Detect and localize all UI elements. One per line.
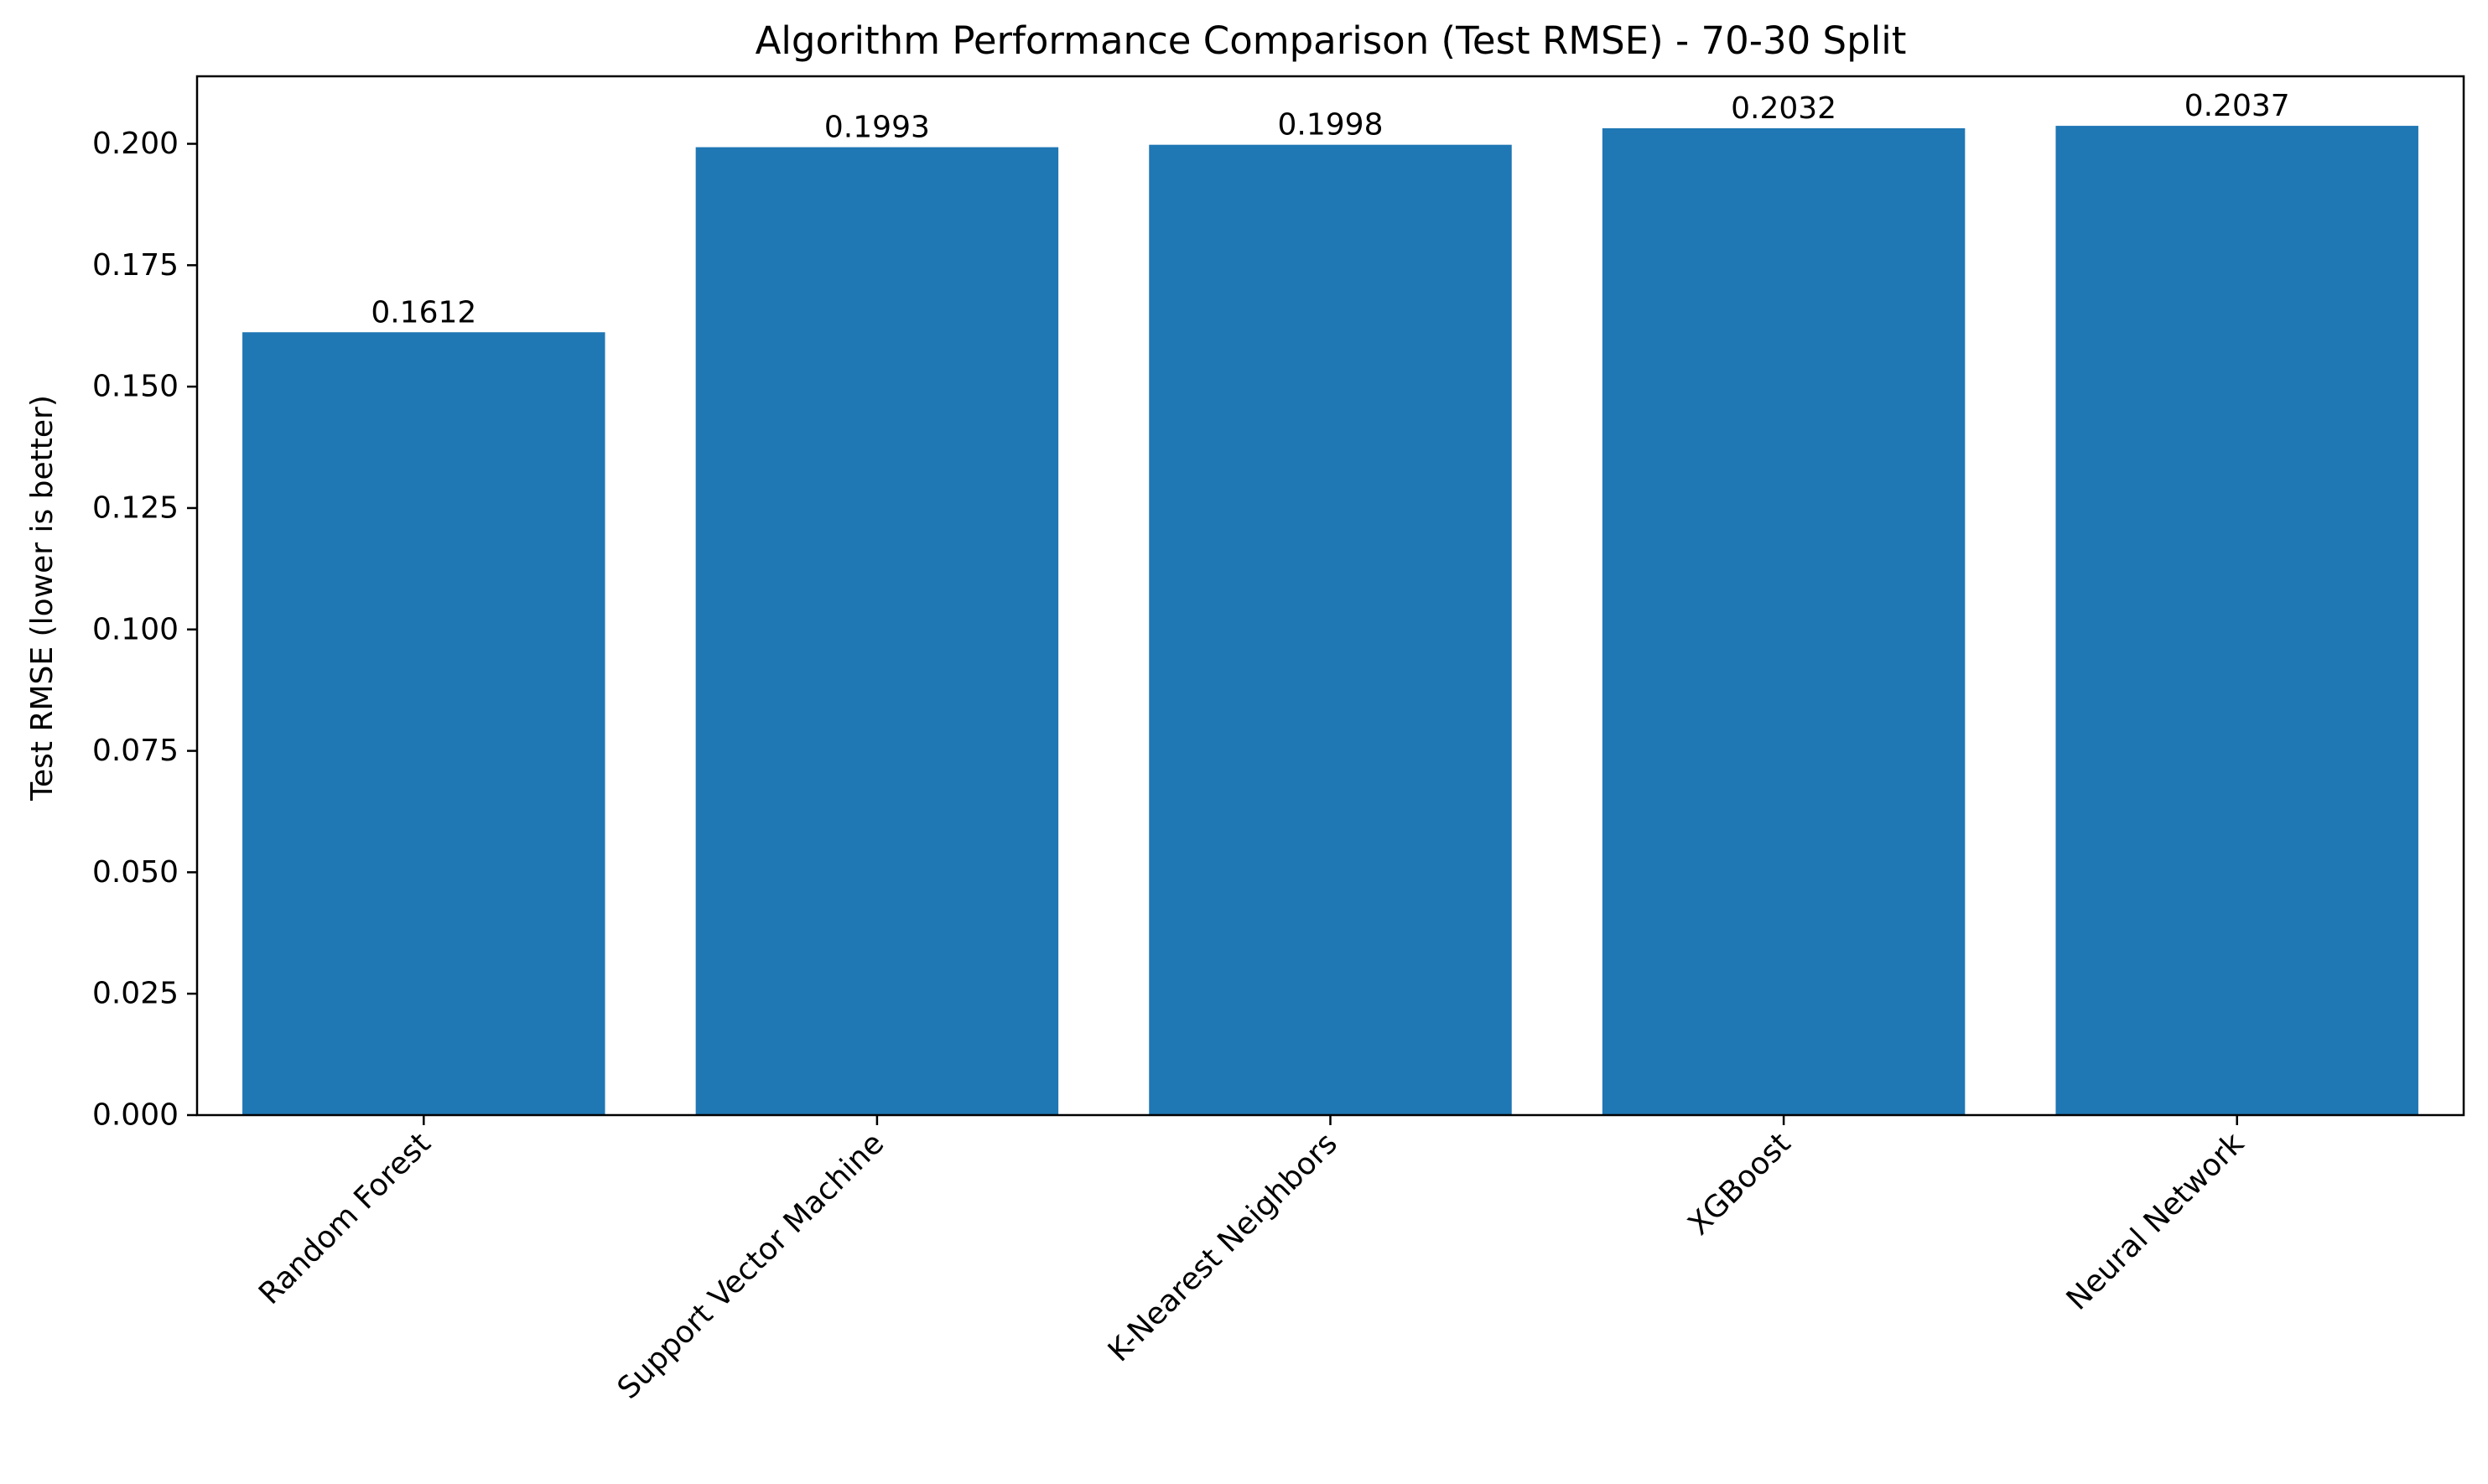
bars: 0.1612 0.1993 0.1998 0.2032 0.2037 <box>242 89 2418 1115</box>
bar <box>1602 127 1966 1115</box>
bar <box>1149 144 1512 1115</box>
bar-value-label: 0.1612 <box>371 295 476 329</box>
x-tick-label: XGBoost <box>1681 1126 1797 1242</box>
bar-value-label: 0.1993 <box>824 111 930 145</box>
y-axis: 0.000 0.025 0.050 0.075 0.100 0.125 0.150 0.175… <box>92 127 197 1133</box>
plot-frame <box>195 75 2465 1117</box>
y-tick-label: 0.200 <box>92 127 179 161</box>
bar <box>2055 126 2418 1115</box>
y-axis-label: Test RMSE (lower is better) <box>25 395 60 802</box>
x-axis: Random Forest Support Vector Machine K-Nea… <box>252 1115 2251 1406</box>
x-tick-label: Neural Network <box>2060 1126 2251 1316</box>
y-tick-label: 0.150 <box>92 370 179 404</box>
y-tick-label: 0.050 <box>92 855 179 890</box>
x-tick-label: Support Vector Machine <box>611 1126 891 1405</box>
bar-value-label: 0.1998 <box>1278 108 1384 143</box>
y-tick-label: 0.125 <box>92 490 179 525</box>
y-tick-label: 0.025 <box>92 977 179 1011</box>
y-tick-label: 0.175 <box>92 248 179 283</box>
x-tick-label: Random Forest <box>252 1126 438 1311</box>
bar-value-label: 0.2032 <box>1731 91 1836 126</box>
x-tick-label: K-Nearest Neighbors <box>1102 1126 1344 1368</box>
bar-value-label: 0.2037 <box>2184 89 2290 123</box>
chart-title: Algorithm Performance Comparison (Test R… <box>756 18 1907 63</box>
bar <box>695 147 1059 1115</box>
y-tick-label: 0.075 <box>92 734 179 768</box>
y-tick-label: 0.100 <box>92 612 179 646</box>
bar <box>242 332 605 1115</box>
y-tick-label: 0.000 <box>92 1098 179 1133</box>
